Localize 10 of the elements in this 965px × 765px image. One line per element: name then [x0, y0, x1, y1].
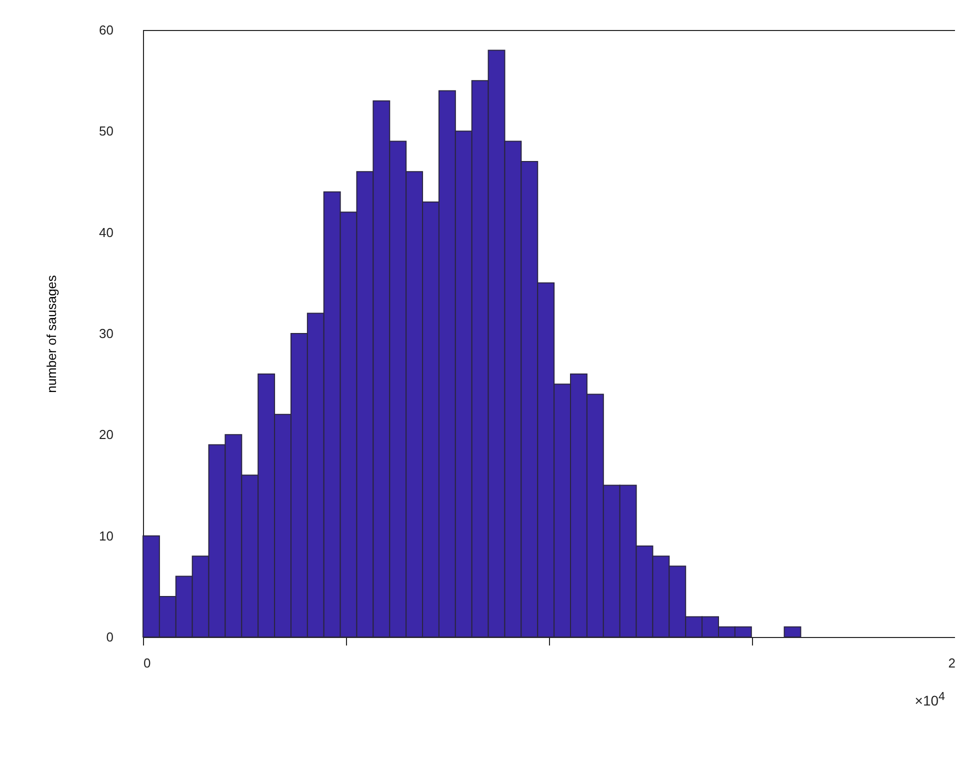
- y-tick-label: 0: [106, 630, 114, 644]
- y-tick-label: 50: [99, 124, 114, 139]
- text: ×10$^{4}$: [914, 690, 945, 709]
- y-tick-label: 40: [99, 224, 114, 240]
- y-tick-label: 60: [99, 22, 114, 38]
- y-axis-title: number of sausages: [44, 274, 60, 393]
- x-tick-label: 2: [948, 656, 956, 670]
- y-tick-label: 10: [99, 528, 114, 544]
- y-tick-label: 30: [99, 326, 114, 341]
- y-tick-label: 20: [99, 427, 114, 442]
